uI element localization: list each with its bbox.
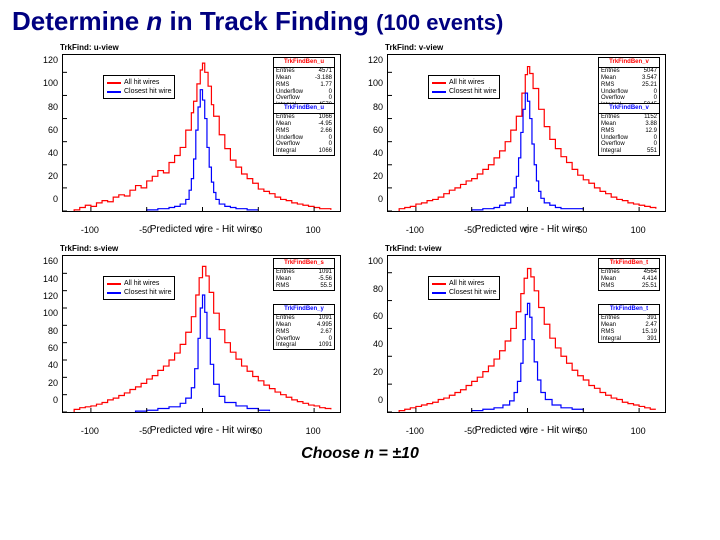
stat-box: TrkFindBen_sEntries1091Mean-5.56RMS55.5 bbox=[273, 258, 335, 291]
chart-panel: TrkFind: u-view020406080100120All hit wi… bbox=[30, 43, 345, 238]
title-n: n bbox=[146, 6, 162, 36]
chart-panel: TrkFind: s-view020406080100120140160All … bbox=[30, 244, 345, 439]
legend: All hit wiresClosest hit wire bbox=[428, 276, 500, 300]
legend: All hit wiresClosest hit wire bbox=[103, 75, 175, 99]
title-sub: (100 events) bbox=[376, 10, 503, 35]
plot-area: All hit wiresClosest hit wire TrkFindBen_… bbox=[387, 54, 666, 212]
stat-box: TrkFindBen_yEntries1091Mean4.995RMS2.67O… bbox=[273, 304, 335, 350]
legend: All hit wiresClosest hit wire bbox=[103, 276, 175, 300]
legend: All hit wiresClosest hit wire bbox=[428, 75, 500, 99]
stat-box: TrkFindBen_tEntries391Mean2.47RMS15.19In… bbox=[598, 304, 660, 343]
plot-area: All hit wiresClosest hit wire TrkFindBen_… bbox=[62, 255, 341, 413]
panel-title: TrkFind: v-view bbox=[385, 43, 670, 52]
chart-panel: TrkFind: v-view020406080100120All hit wi… bbox=[355, 43, 670, 238]
panel-title: TrkFind: u-view bbox=[60, 43, 345, 52]
page-title: Determine n in Track Finding (100 events… bbox=[0, 0, 720, 43]
title-a: Determine bbox=[12, 6, 146, 36]
stat-box: TrkFindBen_vEntries1152Mean3.88RMS12.9Un… bbox=[598, 103, 660, 156]
footer-text: Choose n = ±10 bbox=[0, 445, 720, 463]
title-b: in Track Finding bbox=[162, 6, 376, 36]
plot-area: All hit wiresClosest hit wire TrkFindBen_… bbox=[387, 255, 666, 413]
stat-box: TrkFindBen_tEntries4564Mean4.414RMS25.51 bbox=[598, 258, 660, 291]
chart-grid: TrkFind: u-view020406080100120All hit wi… bbox=[0, 43, 720, 439]
chart-panel: TrkFind: t-view020406080100All hit wires… bbox=[355, 244, 670, 439]
plot-area: All hit wiresClosest hit wire TrkFindBen_… bbox=[62, 54, 341, 212]
panel-title: TrkFind: s-view bbox=[60, 244, 345, 253]
stat-box: TrkFindBen_uEntries1066Mean-4.95RMS2.66U… bbox=[273, 103, 335, 156]
panel-title: TrkFind: t-view bbox=[385, 244, 670, 253]
